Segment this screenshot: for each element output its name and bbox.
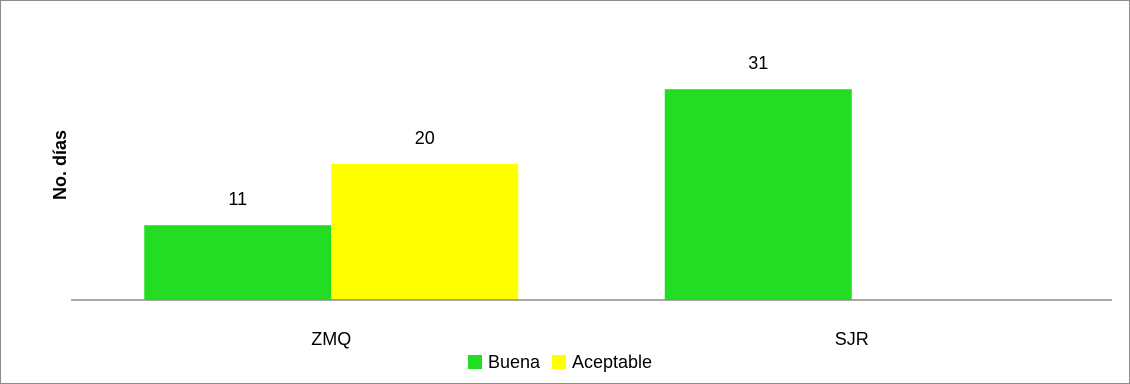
bar-buena-sjr (664, 89, 852, 300)
data-label-aceptable-zmq: 20 (415, 128, 435, 148)
y-axis-title: No. días (50, 130, 70, 200)
x-tick-label-sjr: SJR (835, 329, 869, 349)
legend-label-aceptable: Aceptable (572, 352, 652, 372)
data-label-buena-sjr: 31 (748, 53, 768, 73)
bar-aceptable-zmq (331, 164, 519, 300)
legend-swatch-buena (468, 355, 482, 369)
legend: Buena Aceptable (468, 352, 652, 372)
x-tick-labels: ZMQ SJR (311, 329, 869, 349)
legend-label-buena: Buena (488, 352, 541, 372)
bar-buena-zmq (144, 225, 332, 300)
x-tick-label-zmq: ZMQ (311, 329, 351, 349)
data-labels-layer: 11 20 31 (228, 53, 768, 209)
legend-swatch-aceptable (552, 355, 566, 369)
data-label-buena-zmq: 11 (228, 189, 247, 209)
bars-layer (144, 89, 852, 300)
